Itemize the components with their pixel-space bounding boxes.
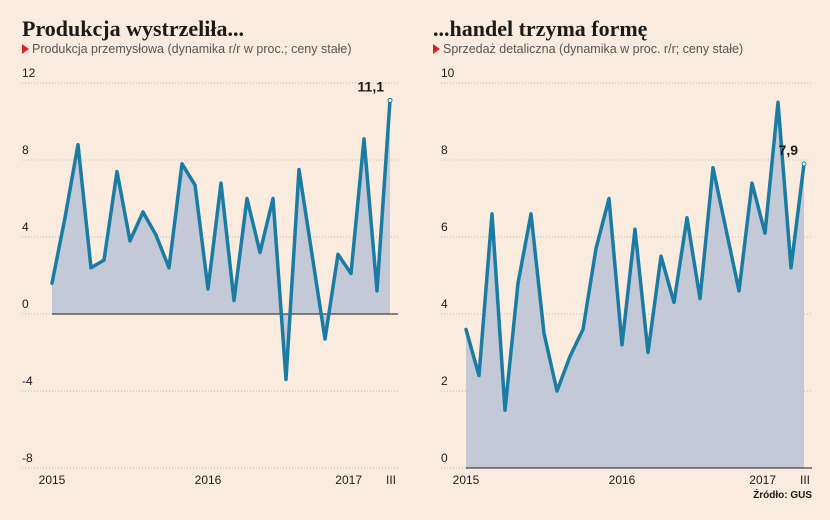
x-tick-label: 2016 bbox=[609, 473, 636, 487]
series-area bbox=[52, 100, 390, 380]
chart-retail: 10 8 6 4 2 0 7,9 2015 2016 2017 III bbox=[441, 66, 812, 487]
chart-subtitle-retail-text: Sprzedaż detaliczna (dynamika w proc. r/… bbox=[443, 42, 744, 56]
chart-panel-retail: ...handel trzyma formę Sprzedaż detalicz… bbox=[433, 0, 823, 520]
x-tick-label: III bbox=[800, 473, 810, 487]
y-tick-label: -8 bbox=[22, 451, 33, 465]
triangle-marker-icon bbox=[22, 44, 29, 54]
x-tick-label: 2015 bbox=[39, 473, 66, 487]
last-value-label: 7,9 bbox=[779, 142, 799, 158]
y-tick-label: 0 bbox=[441, 451, 448, 465]
chart-production: 12 8 4 0 -4 -8 11,1 2015 2016 2017 III bbox=[22, 66, 398, 487]
triangle-marker-icon bbox=[433, 44, 440, 54]
series-area bbox=[466, 102, 804, 468]
x-tick-label: 2016 bbox=[195, 473, 222, 487]
y-tick-label: 2 bbox=[441, 374, 448, 388]
source-note: Źródło: GUS bbox=[753, 490, 812, 501]
series-line bbox=[464, 100, 806, 412]
series-line bbox=[50, 98, 392, 382]
y-tick-label: 8 bbox=[441, 143, 448, 157]
last-point-marker bbox=[801, 161, 807, 167]
x-tick-label: 2017 bbox=[335, 473, 362, 487]
chart-subtitle-production: Produkcja przemysłowa (dynamika r/r w pr… bbox=[22, 42, 352, 56]
y-tick-label: 0 bbox=[22, 297, 29, 311]
y-tick-label: 10 bbox=[441, 66, 455, 80]
last-value-label: 11,1 bbox=[358, 78, 385, 94]
y-tick-label: -4 bbox=[22, 374, 33, 388]
x-tick-label: III bbox=[386, 473, 396, 487]
y-tick-label: 4 bbox=[441, 297, 448, 311]
chart-panel-production: Produkcja wystrzeliła... Produkcja przem… bbox=[22, 0, 412, 520]
chart-subtitle-retail: Sprzedaż detaliczna (dynamika w proc. r/… bbox=[433, 42, 743, 56]
y-tick-label: 8 bbox=[22, 143, 29, 157]
chart-title-retail: ...handel trzyma formę bbox=[433, 16, 648, 41]
x-tick-label: 2017 bbox=[749, 473, 776, 487]
y-tick-label: 4 bbox=[22, 220, 29, 234]
chart-title-production: Produkcja wystrzeliła... bbox=[22, 16, 245, 41]
y-tick-label: 12 bbox=[22, 66, 36, 80]
x-tick-label: 2015 bbox=[453, 473, 480, 487]
y-tick-label: 6 bbox=[441, 220, 448, 234]
last-point-marker bbox=[387, 97, 393, 103]
chart-subtitle-production-text: Produkcja przemysłowa (dynamika r/r w pr… bbox=[32, 42, 352, 56]
